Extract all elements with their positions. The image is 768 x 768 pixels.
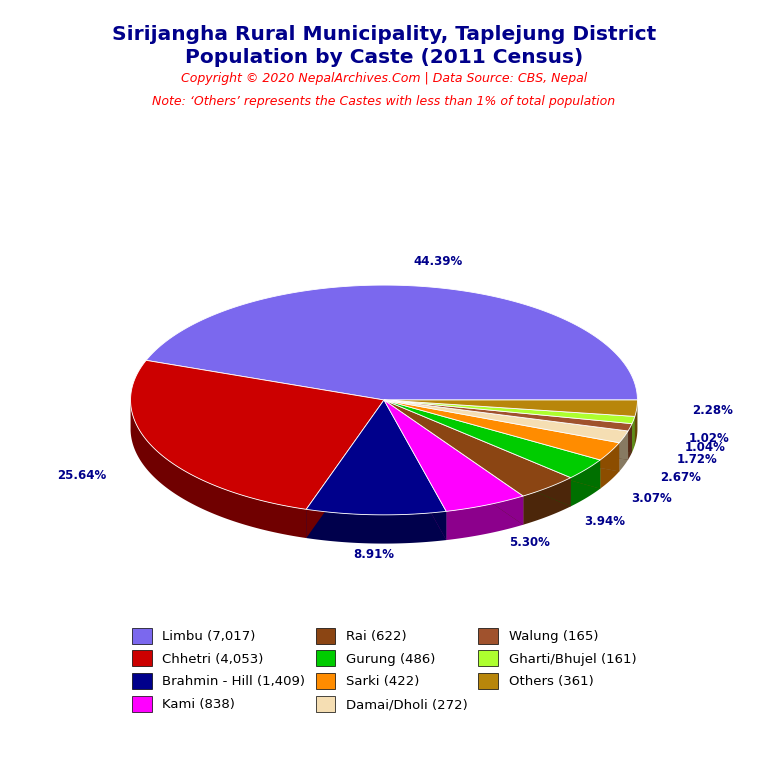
Polygon shape bbox=[384, 400, 571, 496]
Polygon shape bbox=[384, 400, 571, 506]
Polygon shape bbox=[384, 400, 632, 431]
Polygon shape bbox=[571, 460, 601, 506]
Legend: Limbu (7,017), Chhetri (4,053), Brahmin - Hill (1,409), Kami (838), Rai (622), G: Limbu (7,017), Chhetri (4,053), Brahmin … bbox=[125, 621, 643, 718]
Polygon shape bbox=[384, 400, 635, 445]
Text: 2.67%: 2.67% bbox=[660, 471, 701, 484]
Text: 2.28%: 2.28% bbox=[693, 403, 733, 416]
Polygon shape bbox=[635, 400, 637, 445]
Text: 1.02%: 1.02% bbox=[688, 432, 729, 445]
Polygon shape bbox=[384, 400, 619, 472]
Polygon shape bbox=[384, 400, 632, 452]
Polygon shape bbox=[619, 431, 628, 472]
Polygon shape bbox=[446, 496, 523, 540]
Text: Copyright © 2020 NepalArchives.Com | Data Source: CBS, Nepal: Copyright © 2020 NepalArchives.Com | Dat… bbox=[181, 72, 587, 85]
Polygon shape bbox=[384, 400, 635, 445]
Polygon shape bbox=[384, 400, 619, 472]
Polygon shape bbox=[306, 400, 384, 538]
Polygon shape bbox=[384, 400, 628, 460]
Text: Population by Caste (2011 Census): Population by Caste (2011 Census) bbox=[185, 48, 583, 67]
Polygon shape bbox=[384, 400, 635, 424]
Polygon shape bbox=[384, 400, 523, 525]
Polygon shape bbox=[131, 402, 306, 538]
Polygon shape bbox=[384, 400, 601, 488]
Polygon shape bbox=[146, 285, 637, 400]
Text: 3.07%: 3.07% bbox=[631, 492, 672, 505]
Text: Note: ‘Others’ represents the Castes with less than 1% of total population: Note: ‘Others’ represents the Castes wit… bbox=[152, 95, 616, 108]
Text: 1.72%: 1.72% bbox=[677, 453, 717, 466]
Polygon shape bbox=[628, 424, 632, 460]
Polygon shape bbox=[523, 478, 571, 525]
Text: 5.30%: 5.30% bbox=[508, 536, 549, 549]
Polygon shape bbox=[384, 400, 523, 511]
Polygon shape bbox=[384, 400, 632, 452]
Polygon shape bbox=[384, 400, 637, 429]
Text: Sirijangha Rural Municipality, Taplejung District: Sirijangha Rural Municipality, Taplejung… bbox=[112, 25, 656, 44]
Polygon shape bbox=[131, 360, 384, 509]
Polygon shape bbox=[384, 400, 601, 478]
Polygon shape bbox=[384, 400, 446, 540]
Polygon shape bbox=[632, 416, 635, 452]
Polygon shape bbox=[384, 400, 446, 540]
Text: 25.64%: 25.64% bbox=[57, 469, 106, 482]
Text: 8.91%: 8.91% bbox=[354, 548, 395, 561]
Polygon shape bbox=[384, 400, 628, 442]
Text: 1.04%: 1.04% bbox=[684, 441, 725, 454]
Polygon shape bbox=[384, 400, 637, 416]
Text: 44.39%: 44.39% bbox=[413, 256, 463, 269]
Polygon shape bbox=[384, 400, 628, 460]
Polygon shape bbox=[306, 400, 384, 538]
Polygon shape bbox=[384, 400, 523, 525]
Polygon shape bbox=[306, 509, 446, 544]
Polygon shape bbox=[601, 442, 619, 488]
Polygon shape bbox=[384, 400, 571, 506]
Polygon shape bbox=[384, 400, 619, 460]
Text: 3.94%: 3.94% bbox=[584, 515, 625, 528]
Polygon shape bbox=[306, 400, 446, 515]
Polygon shape bbox=[384, 400, 601, 488]
